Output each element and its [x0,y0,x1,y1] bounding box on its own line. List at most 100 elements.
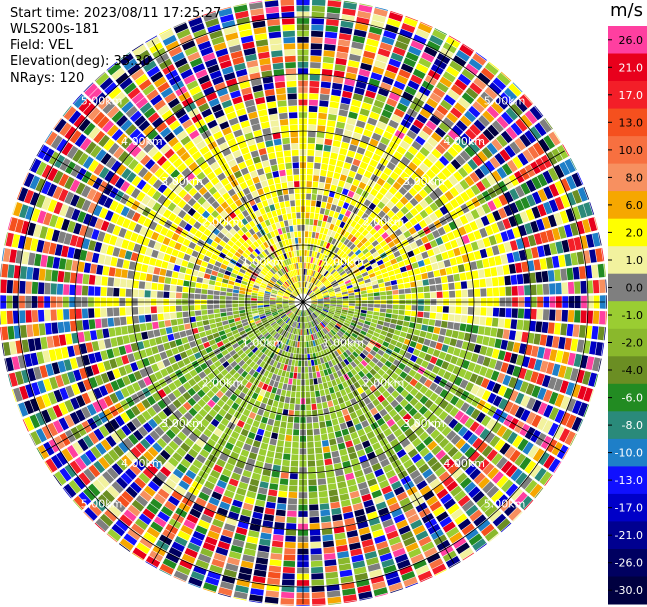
velocity-gate [390,258,398,265]
velocity-gate [277,440,285,447]
velocity-gate [239,330,246,336]
velocity-gate [278,401,284,409]
velocity-gate [192,428,202,438]
velocity-gate [37,380,47,394]
velocity-gate [153,267,161,275]
velocity-gate [529,320,536,332]
velocity-gate [273,528,285,535]
velocity-gate [503,351,512,363]
velocity-gate [284,541,296,549]
velocity-gate [162,358,171,367]
velocity-gate [45,269,52,282]
velocity-gate [316,259,321,266]
velocity-gate [258,487,268,495]
velocity-gate [236,578,250,588]
velocity-gate [384,70,397,80]
velocity-gate [435,342,443,351]
velocity-gate [330,392,337,400]
velocity-gate [127,353,136,363]
velocity-gate [416,480,428,491]
velocity-gate [88,215,98,228]
velocity-gate [233,372,241,380]
velocity-gate [12,280,20,294]
velocity-gate [315,318,320,325]
velocity-gate [311,251,315,258]
velocity-gate [26,324,34,338]
velocity-gate [478,269,485,278]
velocity-gate [339,26,353,35]
velocity-gate [0,311,7,325]
velocity-gate [30,158,42,173]
velocity-gate [342,588,356,596]
velocity-gate [228,318,235,324]
velocity-gate [330,329,336,335]
velocity-gate [131,499,145,512]
velocity-gate [343,342,350,349]
velocity-gate [467,252,476,262]
velocity-gate [132,289,139,297]
velocity-gate [548,458,561,473]
velocity-gate [205,329,213,336]
velocity-gate [438,471,450,482]
velocity-gate [471,270,479,279]
velocity-gate [202,320,210,326]
velocity-gate [442,71,456,83]
velocity-gate [386,496,398,506]
velocity-gate [333,350,340,357]
velocity-gate [151,363,160,373]
velocity-gate [400,156,411,166]
velocity-gate [467,307,474,315]
velocity-gate [527,145,540,159]
velocity-gate [560,178,571,193]
velocity-gate [83,262,91,273]
velocity-gate [331,146,340,154]
velocity-gate [267,316,274,321]
velocity-gate [171,490,184,501]
velocity-gate [395,273,403,280]
velocity-gate [473,119,486,132]
velocity-gate [263,370,270,377]
velocity-gate [352,417,360,426]
velocity-gate [285,371,290,378]
velocity-gate [107,277,115,287]
velocity-gate [429,285,436,292]
velocity-gate [325,25,339,33]
velocity-gate [320,87,331,95]
velocity-gate [377,248,385,255]
velocity-gate [77,152,89,166]
velocity-gate [383,167,393,176]
velocity-gate [109,235,118,246]
velocity-gate [329,278,336,283]
velocity-gate [306,181,312,188]
velocity-gate [406,417,416,427]
velocity-gate [370,523,383,532]
velocity-gate [323,318,330,324]
velocity-gate [342,303,349,306]
velocity-gate [147,265,155,274]
velocity-gate [444,392,454,402]
velocity-gate [464,175,475,187]
velocity-gate [453,171,464,182]
velocity-gate [271,276,278,282]
velocity-gate [461,68,475,81]
velocity-gate [21,369,30,384]
velocity-gate [305,379,310,386]
velocity-gate [269,302,276,305]
velocity-gate [291,321,295,327]
velocity-gate [393,486,405,496]
velocity-gate [305,288,307,294]
velocity-gate [178,324,185,332]
velocity-gate [194,305,201,310]
velocity-gate [419,146,430,157]
velocity-gate [322,356,328,363]
velocity-gate [293,308,298,313]
velocity-gate [202,542,216,552]
velocity-gate [441,320,448,328]
velocity-gate [207,475,218,485]
velocity-gate [417,337,425,344]
velocity-gate [308,231,312,238]
velocity-gate [183,381,192,391]
velocity-gate [96,329,104,340]
velocity-gate [307,289,312,295]
velocity-gate [65,259,73,271]
